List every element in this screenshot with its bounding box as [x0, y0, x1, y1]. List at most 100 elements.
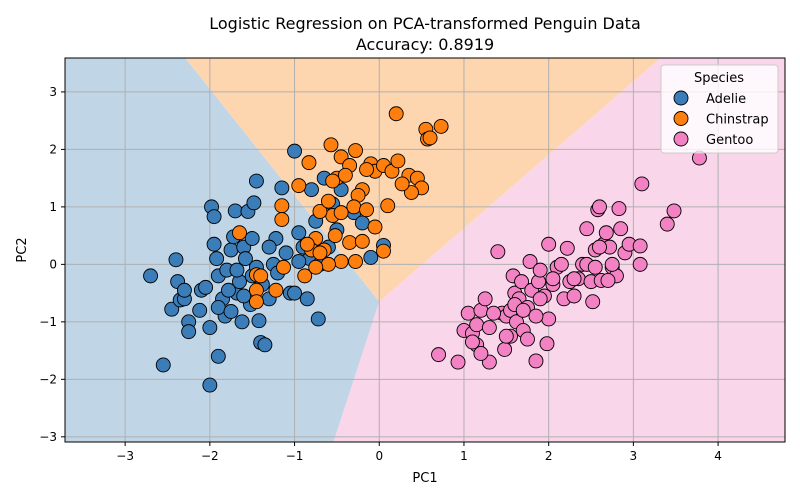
point-adelie [198, 279, 214, 295]
y-tick-label: −3 [39, 430, 57, 444]
y-tick-label: 0 [49, 257, 57, 271]
point-adelie [237, 251, 253, 267]
point-gentoo [497, 341, 513, 357]
point-chinstrap [308, 259, 324, 275]
point-gentoo [592, 199, 607, 215]
point-adelie [155, 357, 171, 373]
point-adelie [363, 250, 379, 265]
y-tick-label: 2 [49, 142, 57, 156]
legend-label-adelie: Adelie [706, 92, 746, 107]
point-chinstrap [268, 282, 284, 298]
point-adelie [310, 311, 326, 327]
x-tick-label: −1 [286, 449, 304, 463]
point-chinstrap [380, 198, 396, 214]
point-gentoo [553, 256, 569, 272]
point-chinstrap [333, 205, 349, 221]
point-adelie [181, 324, 197, 340]
x-tick-label: 2 [545, 449, 553, 463]
point-adelie [210, 300, 226, 315]
point-adelie [287, 143, 303, 159]
point-chinstrap [291, 178, 307, 194]
point-adelie [257, 337, 273, 353]
point-adelie [209, 251, 225, 267]
scatter-points [143, 106, 707, 393]
point-gentoo [611, 201, 627, 217]
point-chinstrap [348, 254, 363, 269]
point-adelie [287, 285, 303, 301]
point-chinstrap [359, 202, 375, 218]
point-adelie [304, 182, 319, 198]
x-tick-label: 4 [714, 449, 722, 463]
point-adelie [246, 195, 262, 211]
point-chinstrap [388, 106, 404, 122]
point-gentoo [522, 254, 538, 269]
legend-title: Species [694, 71, 744, 86]
point-gentoo [604, 256, 620, 272]
point-chinstrap [297, 268, 313, 284]
point-chinstrap [422, 130, 438, 146]
region-adelie [65, 58, 380, 442]
point-chinstrap [312, 204, 328, 219]
point-gentoo [515, 302, 531, 318]
point-adelie [248, 173, 264, 189]
point-gentoo [585, 294, 601, 310]
point-chinstrap [325, 173, 341, 189]
legend-label-chinstrap: Chinstrap [706, 113, 769, 128]
x-tick-label: 1 [460, 449, 468, 463]
legend-marker-gentoo [673, 131, 689, 147]
point-gentoo [566, 271, 582, 287]
legend-marker-adelie [673, 90, 689, 106]
point-adelie [227, 203, 243, 219]
point-chinstrap [323, 137, 339, 153]
point-adelie [221, 282, 236, 298]
point-gentoo [528, 353, 544, 369]
point-chinstrap [248, 294, 264, 310]
point-adelie [299, 291, 315, 307]
point-adelie [206, 236, 222, 252]
point-chinstrap [232, 225, 247, 241]
point-adelie [251, 313, 267, 329]
legend-label-gentoo: Gentoo [706, 133, 753, 148]
point-gentoo [632, 238, 648, 254]
x-tick-label: −2 [201, 449, 219, 463]
point-chinstrap [327, 228, 343, 244]
axis-ticks: −3 −2 −1 0 1 2 3 4 −3 −2 −1 0 1 2 3 [39, 85, 722, 463]
point-adelie [236, 288, 252, 304]
chart-subtitle: Accuracy: 0.8919 [356, 35, 494, 54]
point-chinstrap [320, 193, 336, 209]
point-chinstrap [299, 236, 315, 252]
point-gentoo [566, 288, 582, 304]
point-gentoo [477, 291, 493, 307]
point-gentoo [545, 271, 561, 287]
y-axis-label: PC2 [15, 237, 30, 262]
point-chinstrap [359, 162, 375, 177]
point-adelie [261, 239, 277, 255]
point-adelie [202, 377, 218, 393]
point-adelie [291, 225, 307, 241]
point-gentoo [514, 274, 530, 290]
point-gentoo [634, 176, 650, 192]
point-adelie [223, 242, 239, 258]
point-gentoo [490, 244, 506, 260]
x-tick-label: 0 [375, 449, 383, 463]
point-chinstrap [274, 198, 290, 214]
point-adelie [202, 320, 218, 336]
point-gentoo [450, 354, 466, 370]
point-gentoo [532, 262, 548, 278]
y-tick-label: −1 [39, 315, 57, 329]
point-gentoo [666, 203, 682, 219]
point-gentoo [579, 221, 595, 237]
point-chinstrap [348, 143, 363, 159]
point-adelie [223, 304, 239, 319]
point-gentoo [613, 221, 629, 237]
legend-marker-chinstrap [673, 111, 689, 126]
chart-title: Logistic Regression on PCA-transformed P… [209, 14, 641, 33]
point-adelie [274, 180, 290, 196]
point-adelie [206, 209, 222, 225]
point-chinstrap [376, 243, 391, 259]
point-chinstrap [320, 256, 336, 272]
point-gentoo [460, 305, 476, 321]
point-adelie [210, 348, 226, 364]
point-gentoo [541, 311, 557, 327]
point-gentoo [532, 291, 548, 307]
